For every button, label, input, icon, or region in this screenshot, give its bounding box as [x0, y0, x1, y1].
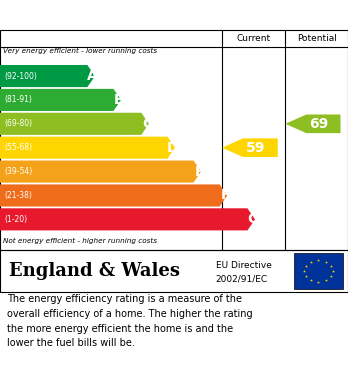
Text: E: E	[195, 165, 204, 179]
Text: A: A	[87, 69, 98, 83]
Bar	[294, 253, 343, 289]
Text: (1-20): (1-20)	[4, 215, 27, 224]
FancyArrow shape	[222, 138, 278, 157]
Text: (92-100): (92-100)	[4, 72, 37, 81]
FancyArrow shape	[0, 136, 175, 159]
Text: (21-38): (21-38)	[4, 191, 32, 200]
Text: Very energy efficient - lower running costs: Very energy efficient - lower running co…	[3, 48, 158, 54]
Text: (69-80): (69-80)	[4, 119, 32, 128]
Text: D: D	[167, 141, 178, 155]
Text: Energy Efficiency Rating: Energy Efficiency Rating	[9, 7, 219, 23]
Text: 69: 69	[309, 117, 329, 131]
Text: G: G	[247, 212, 258, 226]
Text: The energy efficiency rating is a measure of the
overall efficiency of a home. T: The energy efficiency rating is a measur…	[7, 294, 253, 348]
Text: (55-68): (55-68)	[4, 143, 32, 152]
Text: EU Directive: EU Directive	[216, 262, 272, 271]
Text: (81-91): (81-91)	[4, 95, 32, 104]
FancyArrow shape	[0, 161, 201, 183]
Text: Current: Current	[237, 34, 271, 43]
FancyArrow shape	[0, 113, 149, 135]
Text: Not energy efficient - higher running costs: Not energy efficient - higher running co…	[3, 238, 158, 244]
FancyArrow shape	[285, 115, 340, 133]
FancyArrow shape	[0, 65, 95, 87]
Text: (39-54): (39-54)	[4, 167, 32, 176]
FancyArrow shape	[0, 89, 121, 111]
FancyArrow shape	[0, 208, 255, 230]
Text: 2002/91/EC: 2002/91/EC	[216, 274, 268, 283]
Text: Potential: Potential	[297, 34, 337, 43]
Text: 59: 59	[246, 141, 266, 155]
Text: F: F	[221, 188, 230, 203]
Text: C: C	[142, 117, 152, 131]
Text: B: B	[113, 93, 124, 107]
FancyArrow shape	[0, 185, 227, 206]
Text: England & Wales: England & Wales	[9, 262, 180, 280]
